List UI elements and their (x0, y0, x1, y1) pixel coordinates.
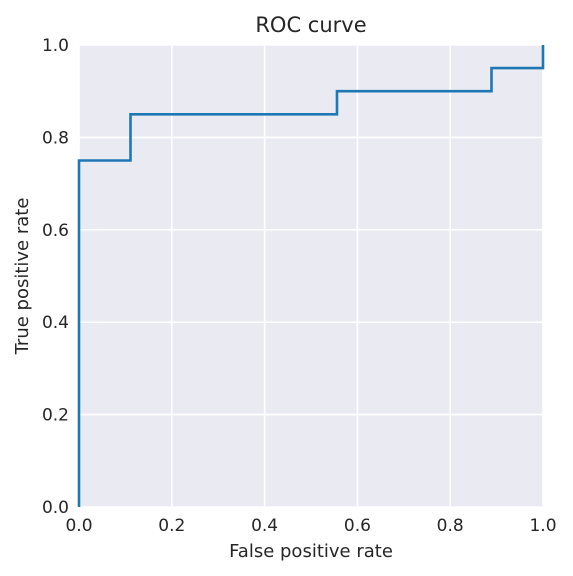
tick-labels: 0.0 0.2 0.4 0.6 0.8 1.0 0.0 0.2 0.4 0.6 0.8 1.0 (42, 36, 557, 536)
x-tick-label: 1.0 (529, 516, 556, 536)
x-axis-label: False positive rate (229, 541, 393, 562)
y-tick-label: 0.0 (42, 498, 69, 518)
x-tick-label: 0.4 (251, 516, 278, 536)
plot-area (79, 45, 543, 507)
y-tick-label: 0.2 (42, 406, 69, 426)
y-tick-label: 1.0 (42, 36, 69, 56)
x-tick-label: 0.8 (437, 516, 464, 536)
y-tick-label: 0.8 (42, 128, 69, 148)
x-tick-label: 0.6 (344, 516, 371, 536)
grid-lines (78, 44, 544, 508)
x-tick-label: 0.0 (65, 516, 92, 536)
y-tick-label: 0.6 (42, 221, 69, 241)
roc-curve-line (77, 45, 545, 507)
x-tick-label: 0.2 (158, 516, 185, 536)
y-tick-label: 0.4 (42, 313, 69, 333)
chart-marks (77, 45, 545, 507)
chart-title: ROC curve (255, 13, 366, 37)
y-axis-label: True positive rate (12, 198, 33, 356)
